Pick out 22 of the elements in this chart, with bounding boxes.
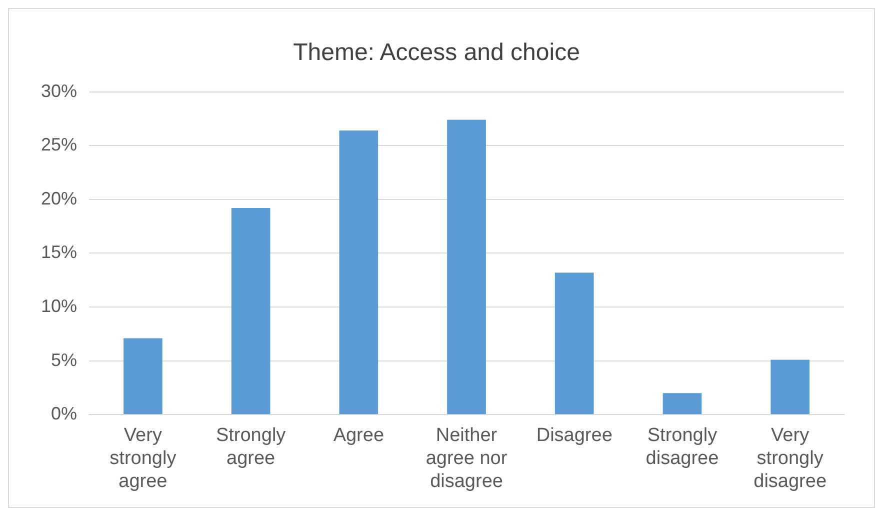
y-tick-label: 0% xyxy=(51,404,78,424)
x-tick-label: Agree xyxy=(333,425,384,446)
x-tick-label: Neither agree nor disagree xyxy=(426,425,508,492)
y-tick-label: 25% xyxy=(40,134,78,155)
y-tick-label: 15% xyxy=(40,242,78,262)
bar xyxy=(339,130,378,414)
x-tick-label: Very strongly disagree xyxy=(754,425,827,492)
y-tick-label: 30% xyxy=(40,80,78,101)
x-tick-label: Strongly disagree xyxy=(646,425,719,470)
bar xyxy=(231,208,270,414)
y-tick-label: 10% xyxy=(40,296,78,316)
bar xyxy=(554,272,594,414)
y-tick-label: 5% xyxy=(51,350,78,370)
x-tick-label: Strongly agree xyxy=(216,425,286,470)
x-tick-label: Very strongly agree xyxy=(110,425,177,492)
bar xyxy=(447,120,486,414)
x-tick-label: Disagree xyxy=(536,425,612,446)
chart-title: Theme: Access and choice xyxy=(293,39,580,66)
bar xyxy=(662,393,702,414)
y-tick-label: 20% xyxy=(40,188,78,208)
bar xyxy=(124,338,162,414)
bar xyxy=(770,360,810,414)
